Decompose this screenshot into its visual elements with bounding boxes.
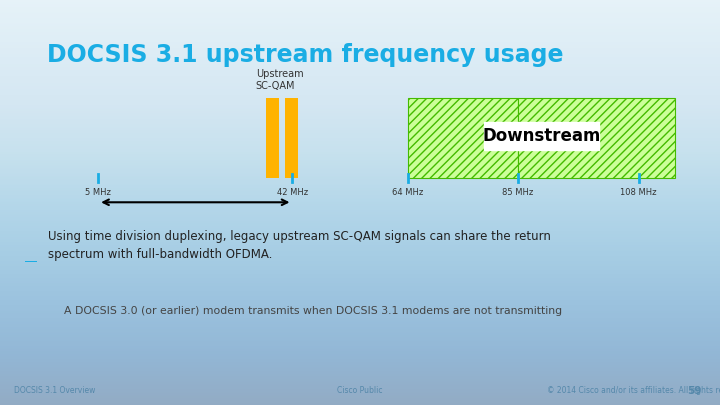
Text: Using time division duplexing, legacy upstream SC-QAM signals can share the retu: Using time division duplexing, legacy up… [48, 230, 551, 261]
Text: 85 MHz: 85 MHz [503, 188, 534, 197]
Text: DOCSIS 3.1 Overview: DOCSIS 3.1 Overview [14, 386, 96, 395]
Bar [408, 98, 518, 178]
Bar [518, 98, 675, 178]
Bar [24, 261, 37, 262]
Text: Downstream: Downstream [482, 127, 600, 145]
Text: © 2014 Cisco and/or its affiliates. All rights reserved.: © 2014 Cisco and/or its affiliates. All … [547, 386, 720, 395]
Bar [284, 98, 297, 178]
Text: 108 MHz: 108 MHz [621, 188, 657, 197]
Text: 64 MHz: 64 MHz [392, 188, 423, 197]
Text: A DOCSIS 3.0 (or earlier) modem transmits when DOCSIS 3.1 modems are not transmi: A DOCSIS 3.0 (or earlier) modem transmit… [64, 306, 562, 315]
Text: DOCSIS 3.1 upstream frequency usage: DOCSIS 3.1 upstream frequency usage [47, 43, 563, 68]
Text: 59: 59 [688, 386, 702, 396]
Text: 42 MHz: 42 MHz [276, 188, 308, 197]
Text: Upstream
SC-QAM: Upstream SC-QAM [256, 69, 303, 92]
Text: 5 MHz: 5 MHz [85, 188, 111, 197]
FancyBboxPatch shape [484, 122, 600, 150]
Text: Cisco Public: Cisco Public [337, 386, 383, 395]
Bar [266, 98, 279, 178]
